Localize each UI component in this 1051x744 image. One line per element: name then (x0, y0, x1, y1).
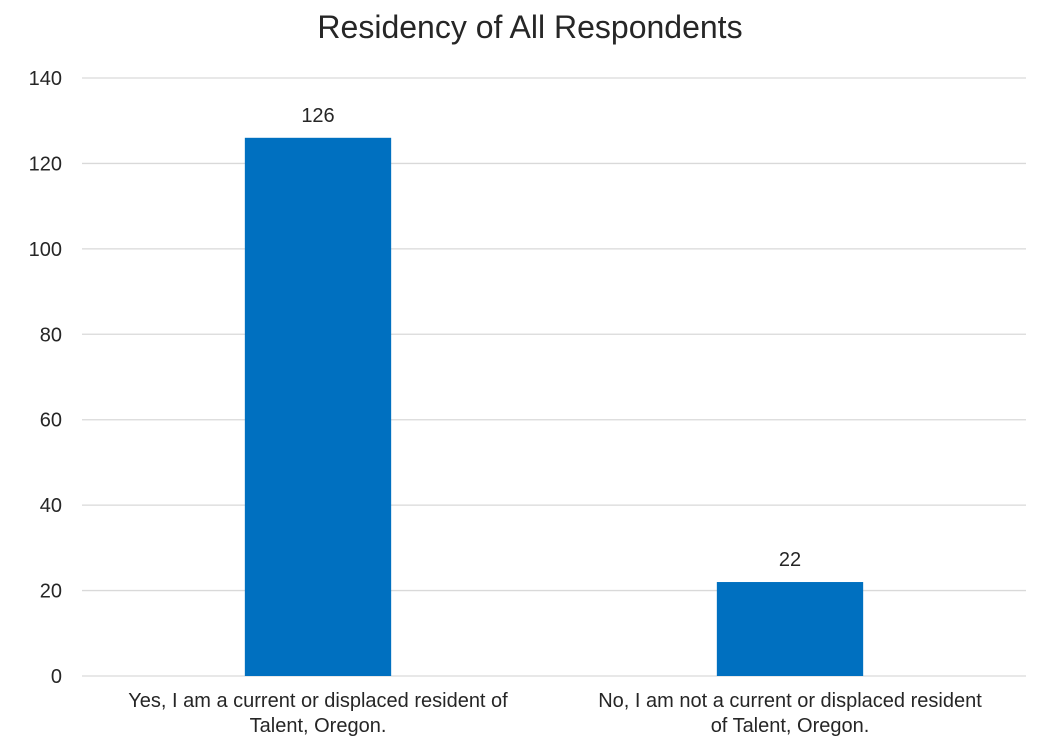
y-tick-label: 0 (51, 666, 62, 688)
gridlines (82, 77, 1026, 677)
y-tick-label: 120 (29, 153, 62, 175)
data-label: 22 (779, 549, 801, 571)
y-tick-label: 80 (40, 324, 62, 346)
category-labels: Yes, I am a current or displaced residen… (128, 690, 982, 737)
category-label: No, I am not a current or displaced resi… (598, 690, 982, 712)
y-tick-label: 40 (40, 495, 62, 517)
y-tick-label: 20 (40, 581, 62, 603)
bar (716, 582, 864, 676)
data-label: 126 (301, 105, 334, 127)
category-label: Talent, Oregon. (250, 715, 387, 737)
y-axis-ticks: 0 20 40 60 80 100 120 140 (29, 68, 62, 688)
category-label: Yes, I am a current or displaced residen… (128, 690, 508, 712)
bar (244, 137, 392, 677)
y-tick-label: 60 (40, 410, 62, 432)
bars (244, 137, 864, 677)
y-tick-label: 100 (29, 239, 62, 261)
data-labels: 126 22 (301, 105, 801, 571)
category-label: of Talent, Oregon. (711, 715, 870, 737)
chart-title: Residency of All Respondents (317, 9, 742, 45)
y-tick-label: 140 (29, 68, 62, 90)
